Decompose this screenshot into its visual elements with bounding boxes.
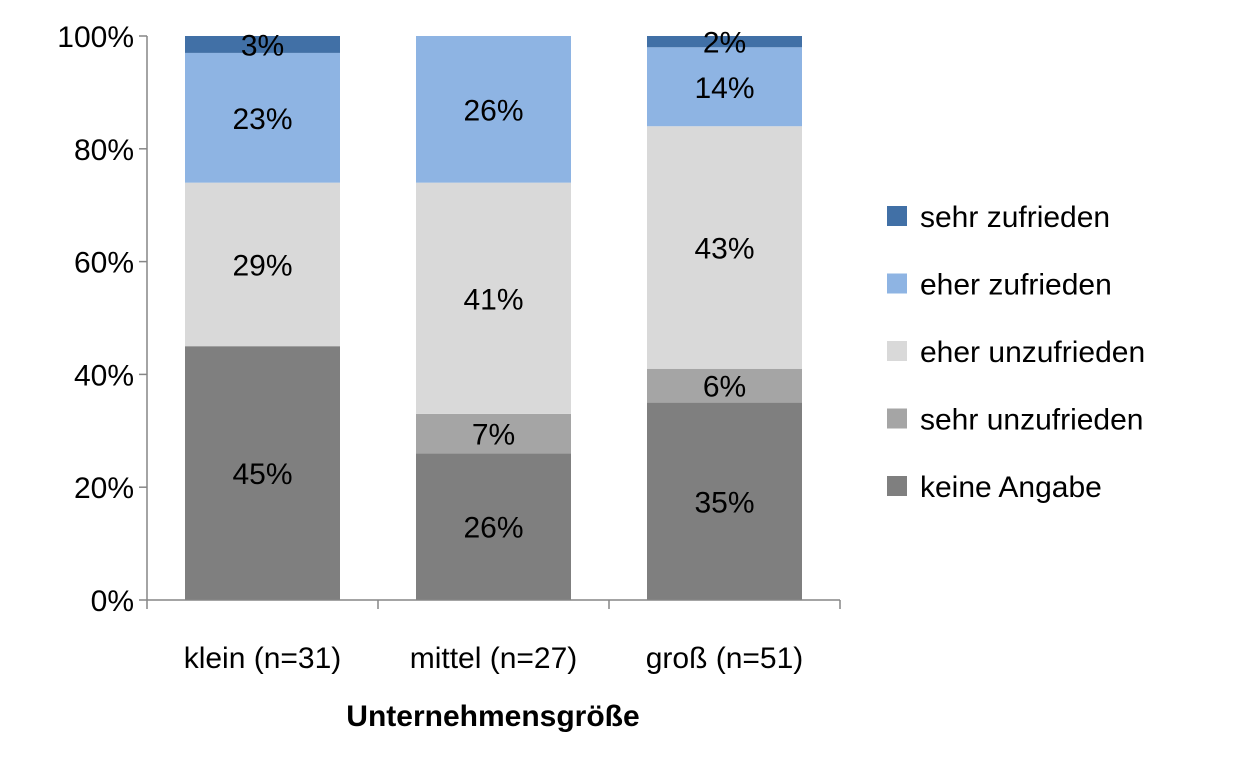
legend-label: keine Angabe [920,471,1102,504]
data-label: 41% [463,283,523,316]
y-tick-labels: 0% 20% 40% 60% 80% 100% [57,21,134,618]
x-category-label: mittel (n=27) [410,642,578,675]
bar-segment [416,182,571,414]
legend-swatch [887,341,907,361]
legend: sehr zufrieden eher zufrieden eher unzufri… [887,201,1145,504]
data-label: 3% [241,29,284,62]
legend-label: eher zufrieden [920,269,1112,302]
legend-label: sehr zufrieden [920,201,1110,234]
x-category-label: groß (n=51) [646,642,804,675]
data-label: 26% [463,512,523,545]
bar-segment [416,453,571,600]
legend-swatch [887,476,907,496]
data-label: 43% [694,233,754,266]
y-tick-label: 60% [74,247,134,280]
bar-segment [647,36,802,48]
legend-label: eher unzufrieden [920,336,1145,369]
x-axis-title: Unternehmensgröße [346,700,639,733]
axes [139,35,841,609]
data-label: 23% [232,103,292,136]
data-label: 45% [232,458,292,491]
x-category-label: klein (n=31) [184,642,342,675]
data-label: 7% [472,419,515,452]
y-tick-label: 100% [57,21,134,54]
bar-segment [647,368,802,403]
data-label: 26% [463,94,523,127]
bar-segment [647,126,802,369]
bar-segment [416,36,571,183]
data-label: 29% [232,249,292,282]
data-labels-layer: 45% 29% 23% 3% 26% 7% 41% 26% 35% 6% 43% 14% 2% [232,27,754,545]
bar-segment [185,52,340,183]
data-label: 35% [694,486,754,519]
data-label: 2% [703,27,746,60]
data-label: 6% [703,371,746,404]
x-category-labels: klein (n=31) mittel (n=27) groß (n=51) [184,642,804,675]
bars-layer [185,36,802,600]
legend-swatch [887,408,907,429]
bar-segment [185,182,340,347]
bar-segment [185,346,340,600]
y-tick-label: 0% [91,585,134,618]
bar-segment [647,402,802,600]
legend-swatch [887,273,907,294]
y-tick-label: 80% [74,134,134,167]
bar-segment [185,36,340,53]
y-tick-label: 40% [74,359,134,392]
y-tick-label: 20% [74,472,134,505]
bar-segment [647,47,802,127]
bar-segment [416,413,571,454]
data-label: 14% [694,72,754,105]
legend-label: sehr unzufrieden [920,404,1143,437]
legend-swatch [887,206,907,226]
